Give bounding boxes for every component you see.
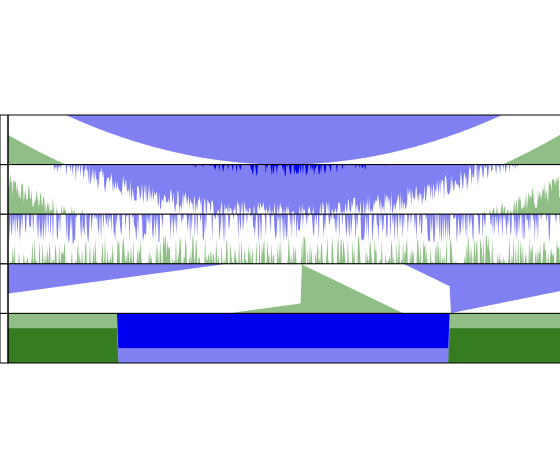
negative-band-1 (8, 164, 560, 215)
horizon-row-steps (0, 312, 560, 364)
negative-band-1 (8, 214, 560, 244)
horizon-row-parabola (0, 114, 560, 166)
horizon-row-noisy-parabola (0, 164, 560, 215)
horizon-row-sawtooth (0, 263, 560, 314)
row-body (8, 164, 560, 215)
row-body (8, 115, 560, 165)
row-body (8, 313, 560, 363)
positive-band-1 (8, 234, 560, 264)
negative-band-1 (8, 263, 560, 314)
positive-band-1 (8, 173, 560, 215)
horizon-row-random-noise (0, 213, 560, 265)
row-body (8, 214, 560, 264)
positive-band-1 (227, 264, 405, 314)
row-body (8, 263, 560, 314)
row-border (0, 312, 560, 364)
negative-band-1 (8, 115, 560, 165)
positive-band-2 (8, 328, 560, 363)
negative-band-2 (8, 313, 560, 349)
